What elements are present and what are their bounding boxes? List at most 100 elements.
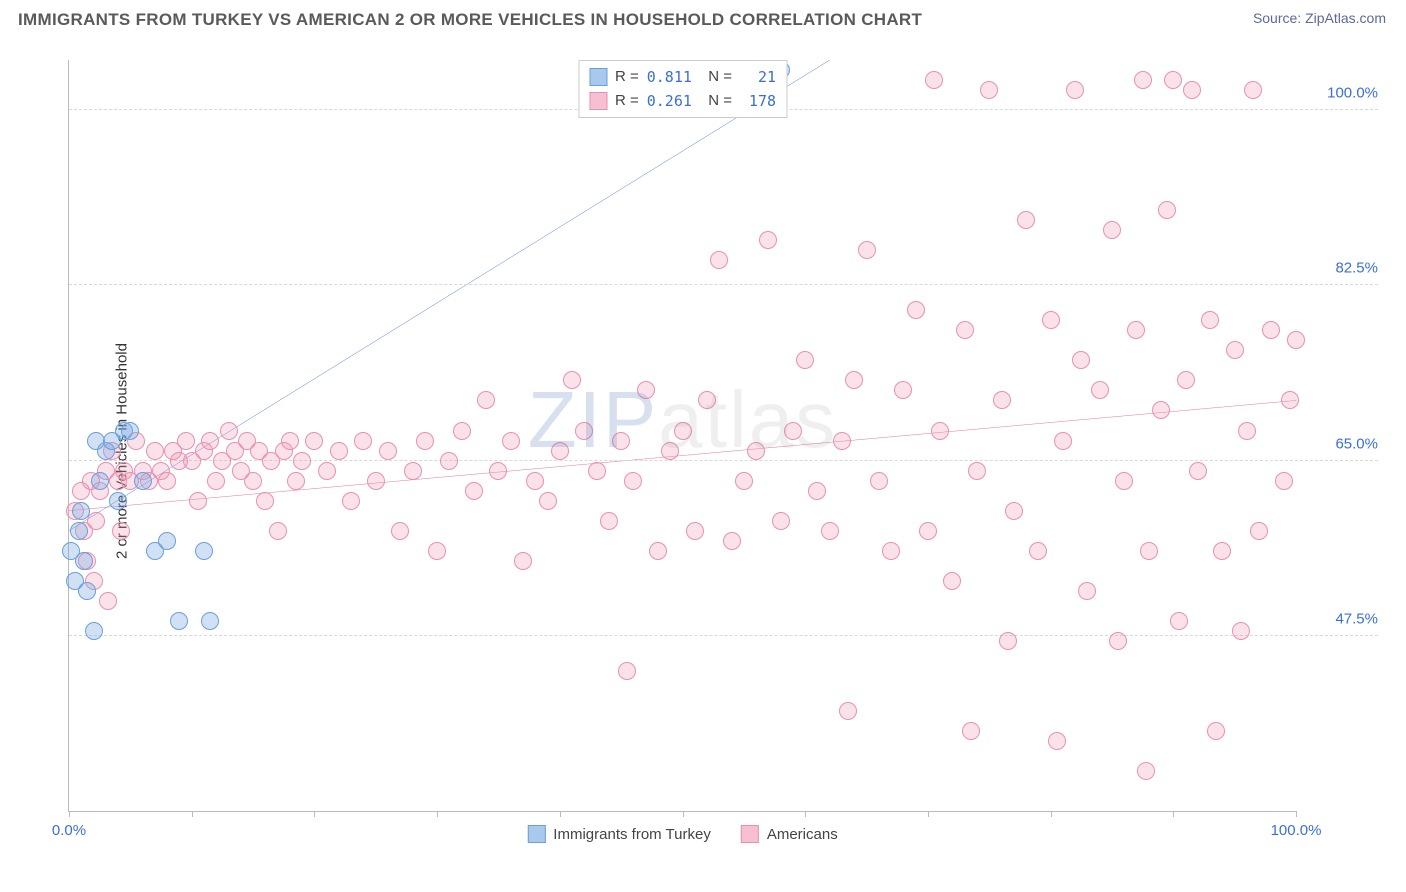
scatter-point — [342, 492, 360, 510]
scatter-point — [600, 512, 618, 530]
chart-header: IMMIGRANTS FROM TURKEY VS AMERICAN 2 OR … — [0, 0, 1406, 32]
scatter-point — [821, 522, 839, 540]
scatter-point — [85, 622, 103, 640]
scatter-point — [1244, 81, 1262, 99]
scatter-point — [189, 492, 207, 510]
scatter-point — [1201, 311, 1219, 329]
legend-series-item: Immigrants from Turkey — [527, 825, 711, 843]
x-tick — [1051, 811, 1052, 817]
scatter-point — [404, 462, 422, 480]
scatter-point — [75, 552, 93, 570]
legend-n-value: 178 — [740, 89, 776, 113]
scatter-point — [1250, 522, 1268, 540]
scatter-point — [686, 522, 704, 540]
legend-r-label: R = — [615, 89, 639, 113]
x-tick — [928, 811, 929, 817]
chart-source: Source: ZipAtlas.com — [1253, 10, 1386, 26]
legend-r-value: 0.261 — [647, 89, 692, 113]
scatter-point — [330, 442, 348, 460]
x-tick-label: 0.0% — [52, 822, 86, 839]
scatter-point — [514, 552, 532, 570]
scatter-point — [99, 592, 117, 610]
legend-r-label: R = — [615, 65, 639, 89]
scatter-point — [796, 351, 814, 369]
x-tick — [314, 811, 315, 817]
scatter-point — [1170, 612, 1188, 630]
scatter-point — [78, 582, 96, 600]
x-tick — [683, 811, 684, 817]
scatter-point — [735, 472, 753, 490]
scatter-point — [808, 482, 826, 500]
x-tick — [1296, 811, 1297, 817]
scatter-point — [1054, 432, 1072, 450]
scatter-point — [244, 472, 262, 490]
scatter-point — [416, 432, 434, 450]
scatter-point — [1048, 732, 1066, 750]
scatter-point — [134, 472, 152, 490]
scatter-point — [1158, 201, 1176, 219]
scatter-point — [1281, 391, 1299, 409]
scatter-point — [931, 422, 949, 440]
scatter-point — [870, 472, 888, 490]
scatter-point — [1183, 81, 1201, 99]
legend-n-value: 21 — [740, 65, 776, 89]
scatter-point — [968, 462, 986, 480]
gridline — [69, 635, 1378, 636]
legend-stat-row: R =0.261 N =178 — [589, 89, 776, 113]
legend-series-label: Americans — [767, 826, 838, 843]
scatter-point — [305, 432, 323, 450]
scatter-point — [220, 422, 238, 440]
scatter-point — [440, 452, 458, 470]
scatter-point — [477, 391, 495, 409]
scatter-point — [539, 492, 557, 510]
scatter-point — [962, 722, 980, 740]
legend-swatch — [589, 92, 607, 110]
y-tick-label: 65.0% — [1300, 435, 1378, 452]
scatter-point — [661, 442, 679, 460]
legend-series: Immigrants from Turkey Americans — [527, 825, 837, 843]
scatter-point — [146, 442, 164, 460]
scatter-point — [207, 472, 225, 490]
scatter-point — [526, 472, 544, 490]
scatter-point — [649, 542, 667, 560]
scatter-point — [91, 472, 109, 490]
legend-series-label: Immigrants from Turkey — [553, 826, 711, 843]
scatter-point — [1232, 622, 1250, 640]
x-tick — [1173, 811, 1174, 817]
gridline — [69, 284, 1378, 285]
scatter-point — [845, 371, 863, 389]
scatter-point — [1213, 542, 1231, 560]
scatter-point — [1207, 722, 1225, 740]
scatter-point — [784, 422, 802, 440]
scatter-point — [1042, 311, 1060, 329]
scatter-point — [1091, 381, 1109, 399]
scatter-point — [943, 572, 961, 590]
scatter-point — [72, 502, 90, 520]
scatter-point — [379, 442, 397, 460]
scatter-point — [1152, 401, 1170, 419]
scatter-point — [563, 371, 581, 389]
chart-title: IMMIGRANTS FROM TURKEY VS AMERICAN 2 OR … — [18, 10, 922, 30]
scatter-point — [1109, 632, 1127, 650]
scatter-point — [158, 532, 176, 550]
scatter-point — [465, 482, 483, 500]
scatter-point — [723, 532, 741, 550]
scatter-point — [1189, 462, 1207, 480]
scatter-point — [489, 462, 507, 480]
scatter-point — [1238, 422, 1256, 440]
scatter-point — [588, 462, 606, 480]
y-tick-label: 82.5% — [1300, 260, 1378, 277]
scatter-point — [201, 432, 219, 450]
scatter-point — [453, 422, 471, 440]
scatter-point — [637, 381, 655, 399]
scatter-point — [956, 321, 974, 339]
scatter-point — [121, 422, 139, 440]
scatter-point — [293, 452, 311, 470]
scatter-point — [1226, 341, 1244, 359]
scatter-point — [1262, 321, 1280, 339]
scatter-point — [287, 472, 305, 490]
x-tick — [192, 811, 193, 817]
legend-series-item: Americans — [741, 825, 838, 843]
scatter-point — [1078, 582, 1096, 600]
scatter-point — [551, 442, 569, 460]
